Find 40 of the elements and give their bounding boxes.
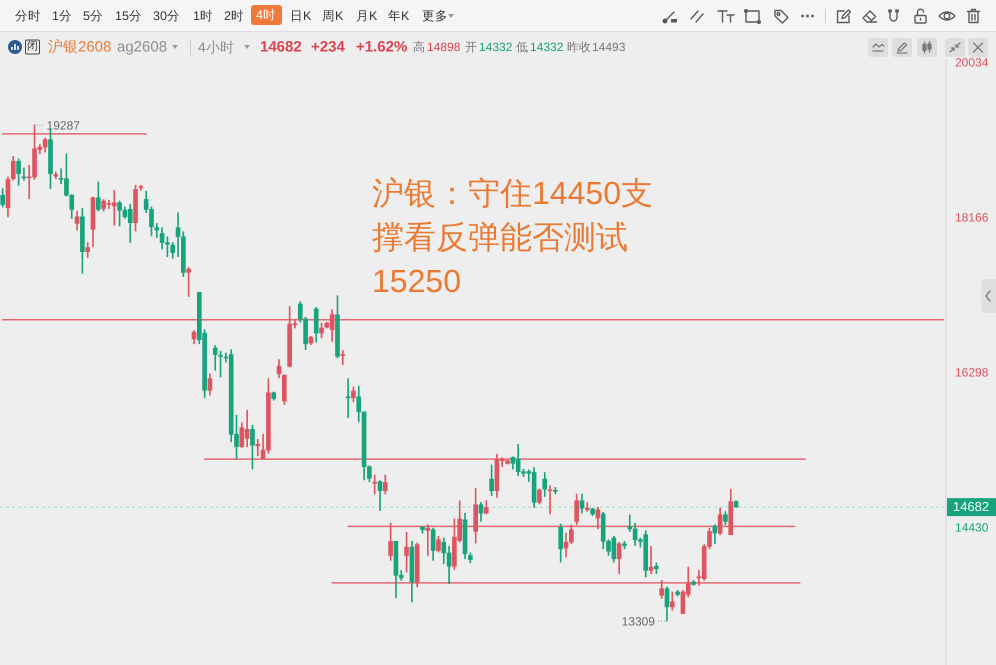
text: 1分 bbox=[52, 8, 72, 23]
ref-line-label: 14682 bbox=[952, 499, 990, 514]
text: 闭 bbox=[25, 40, 40, 54]
text: 更多 bbox=[422, 8, 448, 23]
text: 14332 bbox=[479, 40, 512, 54]
text: 年K bbox=[388, 8, 410, 23]
annotation: 13309 bbox=[622, 614, 656, 628]
text: 2时 bbox=[224, 8, 244, 23]
y-tick-label: 16298 bbox=[955, 365, 989, 380]
text: 14332 bbox=[530, 40, 564, 54]
y-tick-label: 14430 bbox=[955, 520, 989, 534]
text: 4小时 bbox=[198, 39, 234, 55]
candlestick bbox=[548, 485, 552, 514]
candlestick bbox=[218, 350, 223, 378]
y-tick-label: 20034 bbox=[955, 55, 989, 70]
text: 14898 bbox=[427, 40, 460, 54]
text: 30分 bbox=[153, 8, 180, 23]
text: 14682 bbox=[260, 38, 302, 56]
text: 14493 bbox=[592, 40, 626, 54]
annotation: 19287 bbox=[46, 118, 80, 132]
text: ag2608 bbox=[117, 38, 168, 56]
text: 分时 bbox=[15, 8, 41, 23]
candlestick bbox=[404, 532, 409, 572]
text: 高 bbox=[413, 40, 425, 54]
candlestick bbox=[648, 546, 654, 574]
text: 1时 bbox=[193, 8, 213, 23]
text: 低 bbox=[516, 40, 528, 54]
text: 月K bbox=[356, 8, 378, 23]
text: 昨收 bbox=[567, 40, 591, 54]
text: 5分 bbox=[83, 8, 103, 23]
text: 日K bbox=[290, 8, 312, 23]
text: +234 bbox=[311, 38, 345, 56]
text: 15分 bbox=[115, 8, 142, 23]
selected-tab: 4时 bbox=[251, 5, 282, 25]
y-tick-label: 18166 bbox=[955, 210, 989, 224]
text: 沪银2608 bbox=[48, 38, 112, 56]
text: 沪银：守住14450支撑看反弹能否测试15250 bbox=[372, 174, 654, 301]
text: +1.62% bbox=[356, 38, 408, 56]
text: 周K bbox=[322, 8, 344, 23]
text: 开 bbox=[465, 40, 477, 54]
